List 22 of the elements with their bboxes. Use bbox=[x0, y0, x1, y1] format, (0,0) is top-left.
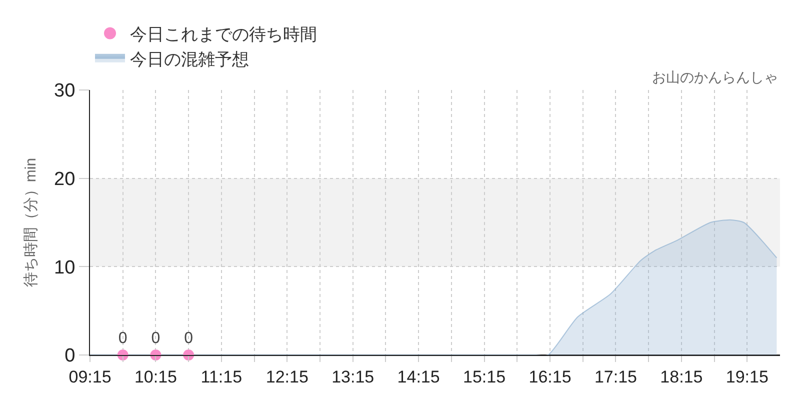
y-tick-label: 0 bbox=[64, 346, 76, 367]
data-label: 0 bbox=[118, 330, 128, 348]
x-tick-label: 11:15 bbox=[200, 367, 242, 386]
y-axis-title: 待ち時間（分）min bbox=[22, 158, 40, 288]
y-tick-label: 20 bbox=[54, 168, 76, 190]
chart-subtitle: お山のかんらんしゃ bbox=[652, 69, 778, 85]
data-label: 0 bbox=[151, 330, 160, 348]
x-tick-label: 16:15 bbox=[528, 367, 572, 386]
y-tick-label: 30 bbox=[54, 80, 76, 102]
x-tick-label: 14:15 bbox=[397, 367, 440, 386]
x-tick-label: 18:15 bbox=[660, 367, 703, 386]
x-tick-label: 15:15 bbox=[463, 367, 506, 386]
y-tick-label: 10 bbox=[54, 257, 76, 278]
x-tick-label: 12:15 bbox=[266, 367, 308, 386]
x-tick-label: 13:15 bbox=[332, 367, 374, 386]
data-label: 0 bbox=[184, 330, 194, 348]
legend-label: 今日これまでの待ち時間 bbox=[130, 24, 317, 44]
x-tick-label: 19:15 bbox=[726, 367, 768, 386]
x-tick-label: 17:15 bbox=[594, 367, 637, 386]
x-tick-label: 09:15 bbox=[68, 367, 112, 386]
legend-label: 今日の混雑予想 bbox=[130, 50, 249, 70]
x-tick-label: 10:15 bbox=[134, 367, 177, 386]
